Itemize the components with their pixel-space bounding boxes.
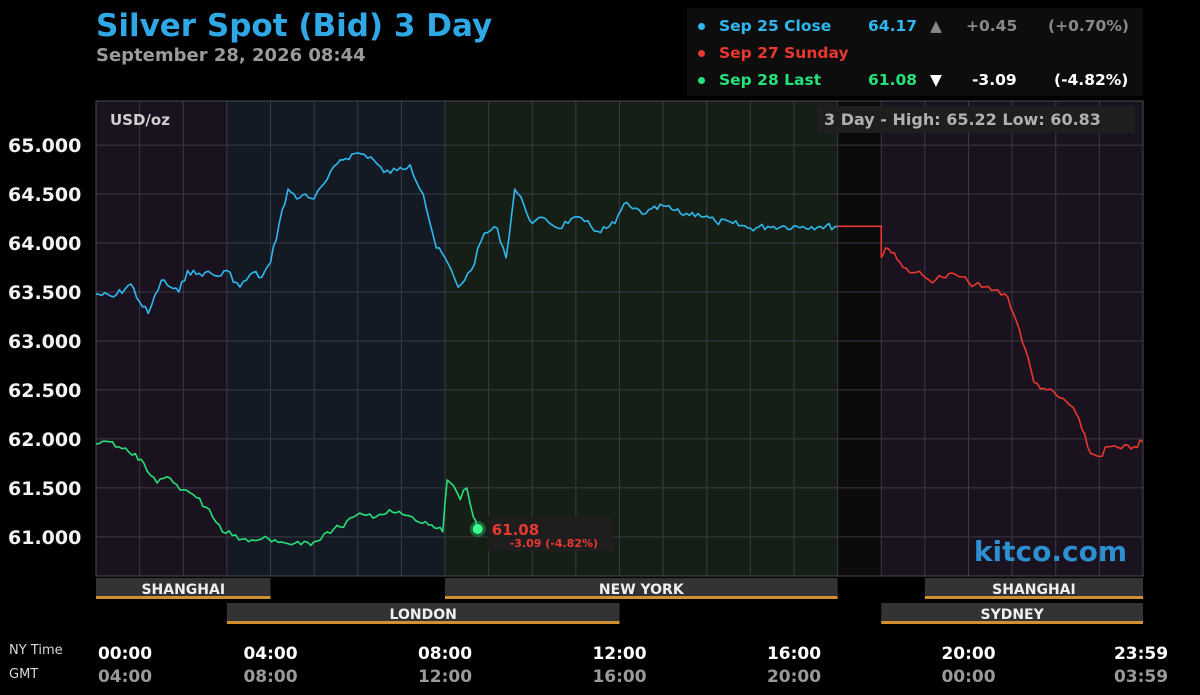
legend-value: 61.08 xyxy=(868,71,918,89)
session-bar xyxy=(96,578,271,598)
session-label-london: LONDON xyxy=(390,607,457,623)
session-band xyxy=(96,101,227,576)
session-label-shanghai: SHANGHAI xyxy=(141,582,225,598)
range-label-bg xyxy=(817,106,1135,133)
up-arrow-icon: ▲ xyxy=(930,17,942,35)
x-tick-label-ny: 23:59 xyxy=(1114,644,1168,664)
x-tick-label-gmt: 20:00 xyxy=(767,667,821,687)
legend-change: +0.45 xyxy=(966,17,1018,35)
high-low-label: 3 Day - High: 65.22 Low: 60.83 xyxy=(824,110,1101,129)
x-tick-label-ny: 04:00 xyxy=(243,644,297,664)
x-tick-label-gmt: 12:00 xyxy=(418,667,472,687)
last-change-label: -3.09 (-4.82%) xyxy=(510,537,598,550)
session-bar-underline xyxy=(96,596,271,599)
legend: Sep 25 Close 64.17 ▲ +0.45 (+0.70%) Sep … xyxy=(687,8,1143,96)
legend-label: Sep 27 Sunday xyxy=(719,44,849,62)
y-tick-label: 65.000 xyxy=(8,135,81,157)
unit-label: USD/oz xyxy=(110,111,170,129)
ny-time-label: NY Time xyxy=(9,643,63,658)
session-band xyxy=(445,101,838,576)
series-line-sep-28-last xyxy=(95,440,479,547)
session-bar xyxy=(226,603,620,623)
y-tick-label: 63.000 xyxy=(8,331,81,353)
x-tick-label-gmt: 08:00 xyxy=(243,667,297,687)
gmt-label: GMT xyxy=(9,667,38,682)
y-tick-label: 62.500 xyxy=(8,380,81,402)
down-arrow-icon: ▼ xyxy=(930,71,942,89)
legend-item-sunday: Sep 27 Sunday xyxy=(687,44,1143,68)
legend-dot-icon xyxy=(698,23,705,30)
legend-item-close: Sep 25 Close 64.17 ▲ +0.45 (+0.70%) xyxy=(687,17,1143,41)
series-line-sep-27-sunday xyxy=(880,247,1144,458)
session-bar xyxy=(924,578,1143,598)
x-tick-label-gmt: 03:59 xyxy=(1114,667,1168,687)
session-band xyxy=(226,101,445,576)
last-point-marker xyxy=(472,523,483,534)
watermark-logo: kitco.com xyxy=(974,535,1127,568)
x-tick-label-ny: 20:00 xyxy=(941,644,995,664)
legend-label: Sep 28 Last xyxy=(719,71,822,89)
x-tick-label-gmt: 16:00 xyxy=(592,667,646,687)
y-tick-label: 61.000 xyxy=(8,527,81,549)
legend-label: Sep 25 Close xyxy=(719,17,832,35)
x-tick-label-gmt: 04:00 xyxy=(98,667,152,687)
series-line-sep-25-close xyxy=(95,152,838,315)
session-bar-underline xyxy=(881,621,1143,624)
chart-timestamp: September 28, 2026 08:44 xyxy=(96,45,366,66)
session-label-new-york: NEW YORK xyxy=(599,582,685,598)
session-bar xyxy=(881,603,1143,623)
session-bar xyxy=(445,578,838,598)
chart-title: Silver Spot (Bid) 3 Day xyxy=(96,8,493,44)
session-bar-underline xyxy=(445,596,838,599)
legend-pct: (-4.82%) xyxy=(1054,71,1129,89)
session-bar-underline xyxy=(226,621,620,624)
y-tick-label: 64.000 xyxy=(8,233,81,255)
legend-pct: (+0.70%) xyxy=(1048,17,1129,35)
last-price-label: 61.08 xyxy=(492,521,539,539)
legend-dot-icon xyxy=(698,77,705,84)
plot-border xyxy=(95,100,1144,577)
legend-change: -3.09 xyxy=(972,71,1017,89)
session-label-sydney: SYDNEY xyxy=(980,607,1044,623)
x-tick-label-gmt: 00:00 xyxy=(941,667,995,687)
legend-item-last: Sep 28 Last 61.08 ▼ -3.09 (-4.82%) xyxy=(687,71,1143,95)
last-price-box xyxy=(487,516,614,551)
x-tick-label-ny: 16:00 xyxy=(767,644,821,664)
weekend-gap-connector xyxy=(837,225,883,258)
y-tick-label: 62.000 xyxy=(8,429,81,451)
x-tick-label-ny: 00:00 xyxy=(98,644,152,664)
y-tick-label: 64.500 xyxy=(8,184,81,206)
session-band xyxy=(837,101,882,576)
legend-dot-icon xyxy=(698,50,705,57)
session-bar-underline xyxy=(924,596,1143,599)
y-tick-label: 63.500 xyxy=(8,282,81,304)
x-tick-label-ny: 08:00 xyxy=(418,644,472,664)
session-label-shanghai: SHANGHAI xyxy=(992,582,1076,598)
legend-value: 64.17 xyxy=(868,17,918,35)
x-tick-label-ny: 12:00 xyxy=(592,644,646,664)
y-tick-label: 61.500 xyxy=(8,478,81,500)
